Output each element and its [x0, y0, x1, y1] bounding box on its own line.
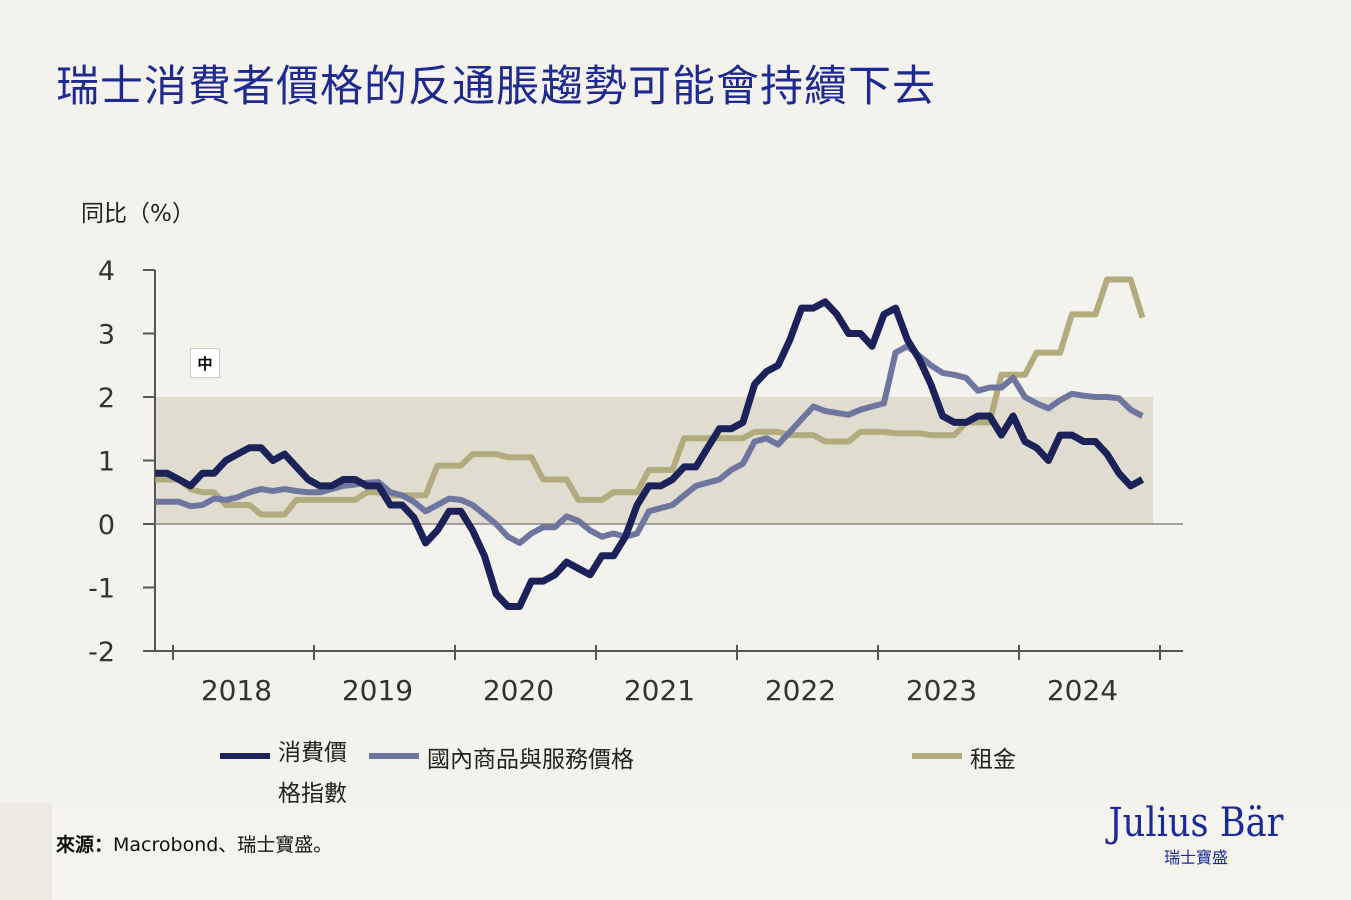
footer-strip [0, 803, 52, 900]
x-tick-label: 2018 [201, 674, 272, 707]
series-line-rent [155, 276, 1146, 518]
language-toggle-button[interactable]: 中 [190, 348, 220, 378]
y-tick-label: 0 [98, 510, 115, 541]
logo-wordmark: Julius Bär [1108, 800, 1284, 846]
legend-label-cpi-line1: 消費價 [278, 740, 347, 766]
y-tick-label: 4 [98, 256, 115, 287]
legend-item-cpi: 消費價 格指數 [220, 740, 347, 808]
legend-item-rent: 租金 [912, 740, 1016, 774]
julius-baer-logo: Julius Bär 瑞士寶盛 [1096, 800, 1296, 868]
y-axis-label: 同比（%） [81, 201, 195, 227]
legend-label-cpi: 消費價 格指數 [278, 740, 347, 808]
legend-label-rent: 租金 [970, 747, 1016, 773]
y-tick-label: 1 [98, 447, 115, 478]
x-tick-label: 2023 [906, 674, 977, 707]
y-tick-label: -2 [88, 637, 115, 668]
logo-subtitle: 瑞士寶盛 [1163, 848, 1228, 867]
source-text: Macrobond、瑞士寶盛。 [113, 834, 333, 856]
x-tick-label: 2021 [624, 674, 695, 707]
axes [143, 269, 1183, 660]
legend-swatch-cpi [220, 753, 270, 759]
source-note: 來源：Macrobond、瑞士寶盛。 [56, 830, 332, 857]
legend-label-domestic: 國內商品與服務價格 [427, 747, 634, 773]
footer [0, 803, 1351, 900]
legend-item-domestic: 國內商品與服務價格 [369, 740, 634, 774]
y-tick-label: 3 [98, 320, 115, 351]
x-tick-label: 2022 [765, 674, 836, 707]
x-tick-label: 2020 [483, 674, 554, 707]
legend-label-cpi-line2: 格指數 [278, 781, 347, 807]
legend-swatch-domestic [369, 753, 419, 759]
y-tick-label: -1 [88, 574, 115, 605]
x-tick-labels: 2018 2019 2020 2021 2022 2023 2024 [201, 674, 1118, 707]
series-lines [155, 276, 1146, 610]
legend-swatch-rent [912, 753, 962, 759]
target-band [155, 397, 1153, 524]
y-tick-label: 2 [98, 383, 115, 414]
source-label: 來源： [56, 834, 114, 856]
page-title: 瑞士消費者價格的反通脹趨勢可能會持續下去 [56, 62, 936, 112]
x-tick-label: 2019 [342, 674, 413, 707]
series-line-cpi [155, 298, 1145, 610]
x-tick-label: 2024 [1047, 674, 1118, 707]
y-tick-labels: 4 3 2 1 0 -1 -2 [88, 256, 115, 668]
series-line-domestic [155, 343, 1144, 546]
